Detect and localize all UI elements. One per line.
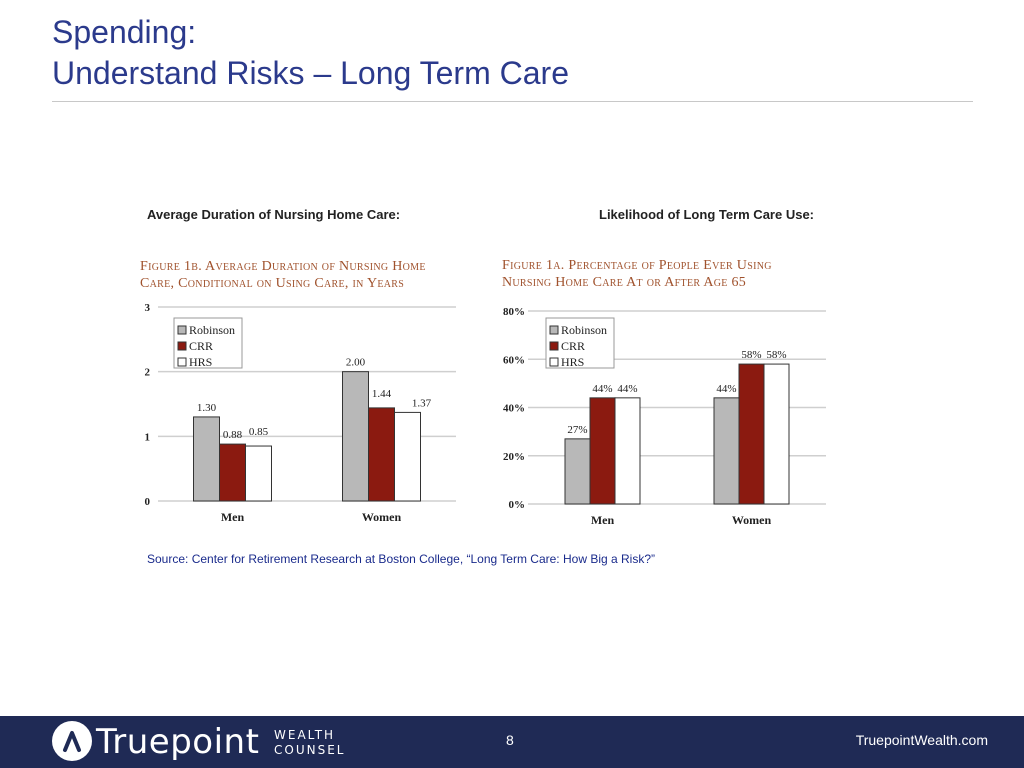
duration-caption-line-1: Figure 1b. Average Duration of Nursing H… [140,259,426,274]
likelihood-legend-swatch-crr [549,341,559,351]
duration-data-label: 0.85 [249,426,269,438]
likelihood-bar-hrs-men [614,397,641,505]
likelihood-bar-robinson-women [713,397,740,505]
duration-bar-robinson-men [193,416,220,502]
likelihood-legend-label-hrs: HRS [561,355,584,369]
likelihood-legend-label-crr: CRR [561,339,585,353]
duration-data-label: 2.00 [346,357,366,369]
page-number: 8 [506,732,514,748]
likelihood-caption-line-2: Nursing Home Care At or After Age 65 [502,275,747,290]
likelihood-data-label: 44% [716,383,736,395]
source-citation: Source: Center for Retirement Research a… [147,552,656,566]
duration-chart-svg: 0 1 2 3 1.30 0.88 0.85 Men 2.00 1.44 1.37 Women Robi… [145,302,456,524]
logo-sub-counsel: COUNSEL [274,743,346,757]
duration-legend-swatch-hrs [177,357,187,367]
likelihood-chart-svg: 0% 20% 40% 60% 80% 27% 44% 44% Men 44% 58% 58% Women… [503,306,826,527]
title-line-2: Understand Risks – Long Term Care [52,55,569,91]
duration-category-label: Women [362,510,402,524]
duration-legend-swatch-robinson [177,325,187,335]
truepoint-logo-icon [52,721,92,761]
title-line-1: Spending: [52,14,197,50]
duration-bar-hrs-women [394,411,421,502]
duration-bar-crr-men [219,443,246,502]
duration-ytick-label: 1 [145,431,151,443]
duration-chart: Figure 1b. Average Duration of Nursing H… [136,256,466,531]
footer-bar: Truepoint WEALTH COUNSEL 8 TruepointWeal… [0,716,1024,768]
likelihood-data-label: 58% [766,349,786,361]
duration-ytick-label: 3 [145,302,151,314]
duration-caption-line-2: Care, Conditional on Using Care, in Year… [140,276,405,291]
duration-bar-crr-women [368,407,395,502]
likelihood-bar-hrs-women [763,363,790,505]
likelihood-data-label: 44% [592,383,612,395]
duration-legend-label-crr: CRR [189,339,213,353]
likelihood-chart-caption: Figure 1a. Percentage of People Ever Usi… [502,257,772,291]
left-chart-heading: Average Duration of Nursing Home Care: [147,207,401,222]
duration-data-label: 1.37 [412,397,432,409]
likelihood-data-label: 27% [567,424,587,436]
title-divider [52,101,973,102]
likelihood-caption-line-1: Figure 1a. Percentage of People Ever Usi… [502,258,772,273]
likelihood-legend-label-robinson: Robinson [561,323,607,337]
likelihood-legend-swatch-hrs [549,357,559,367]
duration-legend-label-robinson: Robinson [189,323,235,337]
likelihood-ytick-label: 40% [503,403,525,415]
likelihood-bar-crr-women [738,363,765,505]
slide-title: Spending: Understand Risks – Long Term C… [52,12,569,94]
likelihood-category-label: Men [591,513,615,527]
likelihood-ytick-label: 0% [509,499,526,511]
likelihood-data-label: 58% [741,349,761,361]
duration-legend-label-hrs: HRS [189,355,212,369]
duration-data-label: 1.30 [197,402,217,414]
duration-bar-hrs-men [245,445,272,502]
likelihood-legend-swatch-robinson [549,325,559,335]
duration-data-label: 1.44 [372,388,392,400]
likelihood-bar-robinson-men [564,438,591,505]
right-chart-heading: Likelihood of Long Term Care Use: [599,207,815,222]
duration-data-label: 0.88 [223,429,243,441]
likelihood-ytick-label: 60% [503,354,525,366]
likelihood-category-label: Women [732,513,772,527]
likelihood-ytick-label: 20% [503,451,525,463]
likelihood-chart: Figure 1a. Percentage of People Ever Usi… [498,256,838,531]
website-url: TruepointWealth.com [855,732,988,748]
duration-category-label: Men [221,510,245,524]
logo-wordmark: Truepoint [96,722,260,762]
duration-ytick-label: 0 [145,496,151,508]
likelihood-ytick-label: 80% [503,306,525,318]
logo-sub-wealth: WEALTH [274,728,336,742]
likelihood-bar-crr-men [589,397,616,505]
duration-chart-caption: Figure 1b. Average Duration of Nursing H… [140,258,426,292]
likelihood-data-label: 44% [617,383,637,395]
duration-legend-swatch-crr [177,341,187,351]
duration-ytick-label: 2 [145,367,151,379]
duration-bar-robinson-women [342,371,369,502]
